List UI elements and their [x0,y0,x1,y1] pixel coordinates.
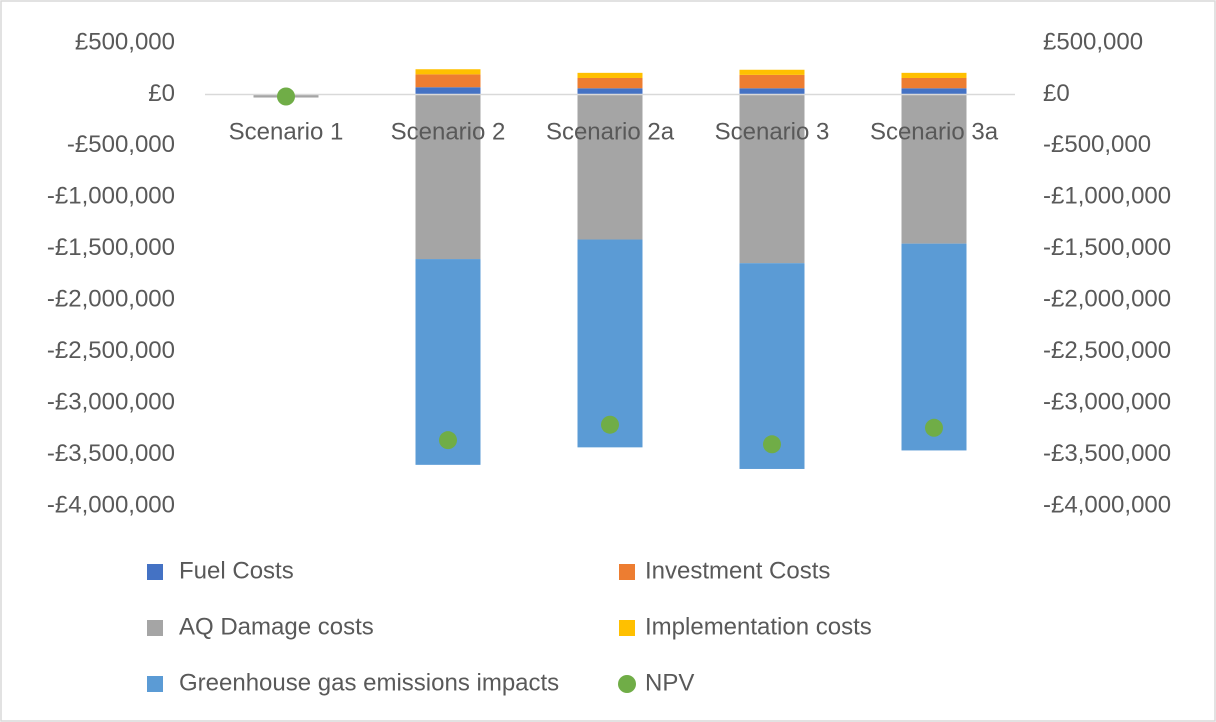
y-tick-label: £500,000 [75,28,175,55]
y-tick-label: £0 [148,80,175,107]
legend-label: Fuel Costs [179,557,294,584]
legend-marker [618,675,636,693]
legend-swatch [619,564,635,580]
bar-segment [415,74,481,88]
bar-segment [415,87,481,95]
bar-segment [739,88,805,95]
x-tick-label: Scenario 3a [870,118,999,145]
y-tick-label: -£1,500,000 [47,234,175,261]
y-tick-label: -£1,000,000 [47,183,175,210]
legend-label: Implementation costs [645,613,872,640]
bar-segment [577,94,643,240]
y-tick-label: -£2,000,000 [47,286,175,313]
y2-tick-label: -£3,000,000 [1043,388,1171,415]
bar-segment [577,72,643,78]
legend-swatch [147,676,163,692]
y-tick-label: -£4,000,000 [47,491,175,518]
legend-label: Investment Costs [645,557,830,584]
bar-segment [901,243,967,451]
legend-swatch [147,620,163,636]
y2-tick-label: -£500,000 [1043,131,1151,158]
bar-segment [739,74,805,89]
y2-tick-label: -£1,500,000 [1043,234,1171,261]
y2-tick-label: £0 [1043,80,1070,107]
legend-swatch [619,620,635,636]
y-tick-label: -£3,500,000 [47,440,175,467]
y2-tick-label: -£2,500,000 [1043,337,1171,364]
x-tick-label: Scenario 1 [229,118,344,145]
bar-segment [739,69,805,75]
legend-label: AQ Damage costs [179,613,374,640]
x-tick-label: Scenario 2 [391,118,506,145]
legend-label: Greenhouse gas emissions impacts [179,669,559,696]
legend-label: NPV [645,669,694,696]
npv-point [925,418,943,437]
npv-point [439,431,457,450]
y-tick-label: -£2,500,000 [47,337,175,364]
bar-segment [415,69,481,75]
bar-segment [901,77,967,89]
y-tick-label: -£500,000 [67,131,175,158]
legend-swatch [147,564,163,580]
y2-tick-label: -£1,000,000 [1043,183,1171,210]
bar-segment [901,94,967,244]
y2-tick-label: -£2,000,000 [1043,286,1171,313]
y2-tick-label: -£3,500,000 [1043,440,1171,467]
x-tick-label: Scenario 3 [715,118,830,145]
bar-segment [577,77,643,89]
bar-segment [415,94,481,260]
x-tick-label: Scenario 2a [546,118,675,145]
npv-point [601,415,619,434]
y-tick-label: -£3,000,000 [47,388,175,415]
bar-segment [901,88,967,95]
bar-segment [739,263,805,469]
bar-segment [739,94,805,264]
bar-segment [415,259,481,465]
bar-segment [577,88,643,95]
bar-segment [577,239,643,448]
y2-tick-label: £500,000 [1043,28,1143,55]
npv-point [763,435,781,454]
bar-segment [901,72,967,78]
y2-tick-label: -£4,000,000 [1043,491,1171,518]
npv-point [277,87,295,106]
